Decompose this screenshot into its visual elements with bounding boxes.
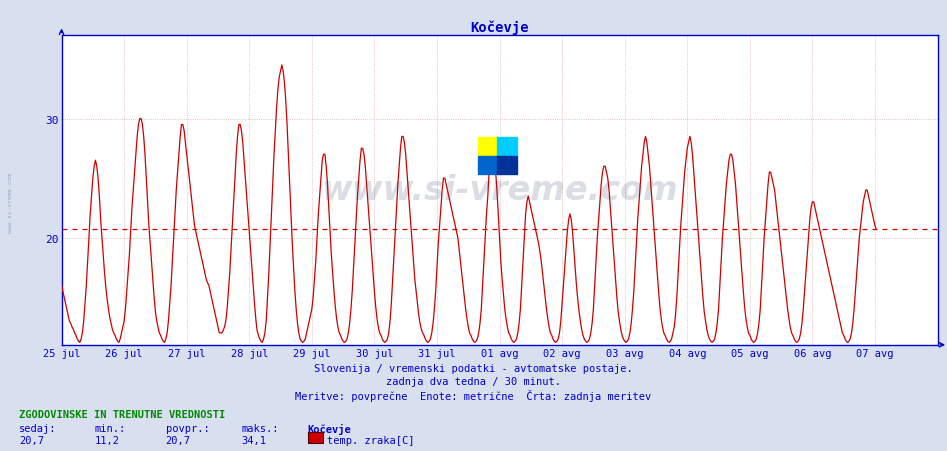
Text: www.si-vreme.com: www.si-vreme.com [8, 173, 12, 233]
Text: Meritve: povprečne  Enote: metrične  Črta: zadnja meritev: Meritve: povprečne Enote: metrične Črta:… [295, 389, 652, 401]
Text: Slovenija / vremenski podatki - avtomatske postaje.: Slovenija / vremenski podatki - avtomats… [314, 363, 633, 373]
Text: Kočevje: Kočevje [308, 423, 351, 434]
Text: povpr.:: povpr.: [166, 423, 209, 433]
Text: sedaj:: sedaj: [19, 423, 57, 433]
Text: min.:: min.: [95, 423, 126, 433]
Text: 20,7: 20,7 [166, 435, 190, 445]
Bar [477, 138, 497, 156]
Bar [497, 156, 517, 175]
Bar [477, 156, 497, 175]
Text: 20,7: 20,7 [19, 435, 44, 445]
Text: temp. zraka[C]: temp. zraka[C] [327, 435, 414, 445]
Text: maks.:: maks.: [241, 423, 279, 433]
Bar [497, 138, 517, 156]
Text: zadnja dva tedna / 30 minut.: zadnja dva tedna / 30 minut. [386, 377, 561, 387]
Title: Kočevje: Kočevje [471, 20, 528, 35]
Text: ZGODOVINSKE IN TRENUTNE VREDNOSTI: ZGODOVINSKE IN TRENUTNE VREDNOSTI [19, 410, 225, 419]
Text: 34,1: 34,1 [241, 435, 266, 445]
Text: www.si-vreme.com: www.si-vreme.com [321, 174, 678, 207]
Text: 11,2: 11,2 [95, 435, 119, 445]
